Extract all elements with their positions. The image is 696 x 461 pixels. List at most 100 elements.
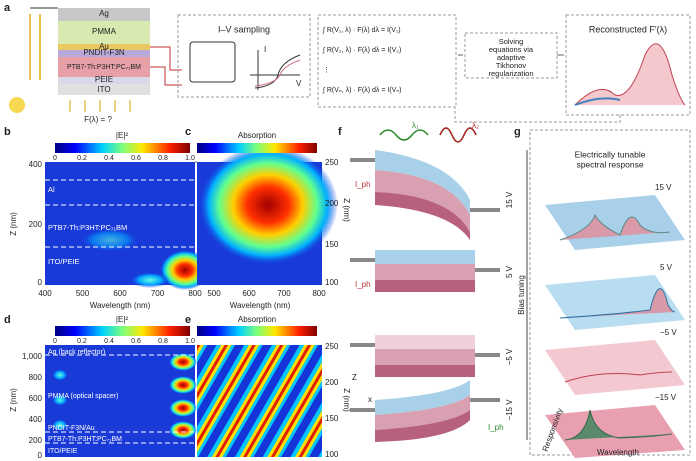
box-text: equations via: [489, 45, 534, 54]
layer-label: PTB7-Th:P3HT:PC₇₁BM: [67, 64, 141, 71]
shape: [52, 394, 68, 406]
x-tick-label: 400: [38, 289, 52, 298]
shape: [58, 77, 150, 84]
y-tick-label: 400: [29, 415, 43, 424]
panel-title: Electrically tunable: [575, 149, 646, 159]
voltage-label: 15 V: [505, 191, 514, 208]
axis-label: Z: [352, 373, 357, 382]
equation: ⋮: [323, 67, 330, 74]
wavelength-label: λ₁: [412, 121, 419, 130]
shape: [58, 57, 150, 77]
shape: [52, 419, 68, 431]
box-text: regularization: [488, 69, 533, 78]
box-title: Reconstructed F′(λ): [589, 24, 667, 34]
shape: [58, 84, 150, 95]
region-label: Ag (back reflector): [48, 349, 105, 356]
colorbar-title: |E|²: [116, 131, 128, 140]
shape: [9, 97, 25, 113]
y-axis-label: Z (nm): [342, 198, 351, 222]
shape: [198, 145, 338, 265]
panel-title: spectral response: [576, 159, 643, 169]
panel-label: d: [4, 314, 11, 326]
region-label: PMMA (optical spacer): [48, 393, 118, 400]
voltage-label: −15 V: [655, 393, 677, 402]
current-label: I_ph: [488, 423, 504, 432]
colorbar-tick: 0: [53, 338, 57, 345]
colorbar-title: |E|²: [116, 315, 128, 324]
layer-label: Au: [99, 42, 109, 51]
shape: [130, 272, 170, 288]
shape: [545, 340, 685, 395]
x-tick-label: 700: [277, 289, 291, 298]
connector: [454, 108, 621, 123]
equation: ∫ R(Vₙ, λ) · F(λ) dλ = I(Vₙ): [322, 87, 401, 94]
x-tick-label: 500: [76, 289, 90, 298]
voltage-label: 5 V: [660, 263, 673, 272]
colorbar-tick: 0.2: [77, 338, 87, 345]
panel-label: f: [338, 126, 342, 138]
shape: [439, 127, 477, 143]
shape: [375, 150, 470, 215]
shape: [375, 335, 475, 349]
panel-label: b: [4, 126, 11, 138]
reconstructed-curve: [574, 97, 621, 106]
colorbar-tick: 0.6: [131, 338, 141, 345]
x-axis-label: Wavelength (nm): [230, 301, 291, 310]
question: F(λ) = ?: [84, 115, 112, 124]
shape: [169, 376, 197, 394]
y-tick-label: 0: [38, 451, 43, 460]
y-tick-label: 100: [325, 450, 339, 459]
x-tick-label: 600: [242, 289, 256, 298]
colorbar-title: Absorption: [238, 315, 276, 324]
y-tick-label: 100: [325, 278, 339, 287]
shape: [52, 369, 68, 381]
colorbar: [197, 326, 317, 336]
y-axis-label: Z (nm): [9, 388, 18, 412]
x-tick-label: 500: [207, 289, 221, 298]
y-tick-label: 250: [325, 158, 339, 167]
colorbar-tick: 1.0: [185, 338, 195, 345]
current-label: I_ph: [355, 280, 371, 289]
shape: [564, 371, 673, 383]
device-stack: [9, 7, 182, 113]
shape: [545, 405, 685, 458]
y-axis-label: Z (nm): [342, 388, 351, 412]
shape: [58, 8, 150, 21]
colorbar-tick: 0: [53, 155, 57, 162]
x-tick-label: 800: [312, 289, 326, 298]
colorbar: [197, 143, 317, 153]
solve-box: [464, 32, 558, 79]
layer-label: ITO: [97, 85, 110, 94]
box-text: Solving: [499, 37, 524, 46]
region-label: ITO/PEIE: [48, 448, 78, 455]
axis-label: V: [296, 79, 302, 88]
shape: [58, 44, 150, 50]
bias-label: Bias tuning: [517, 275, 526, 315]
shape: [29, 14, 41, 80]
heatmap: [195, 145, 338, 285]
shape: [545, 195, 685, 250]
colorbar: [55, 143, 190, 153]
y-tick-label: 600: [29, 394, 43, 403]
region-label: ITO/PEIE: [48, 257, 80, 266]
voltage-label: 15 V: [655, 183, 672, 192]
region-label: PNDIT-F3N/Au: [48, 425, 95, 432]
response-planes: [545, 195, 685, 458]
band-diagrams: [350, 127, 528, 442]
y-tick-label: 200: [325, 199, 339, 208]
shape: [375, 170, 470, 232]
voltage-label: −15 V: [505, 399, 514, 421]
equation: ∫ R(V₂, λ) · F(λ) dλ = I(V₂): [322, 47, 401, 54]
shape: [375, 280, 475, 292]
shape: [169, 399, 197, 417]
y-tick-label: 800: [29, 373, 43, 382]
colorbar-tick: 0.8: [158, 155, 168, 162]
box-title: I–V sampling: [218, 24, 270, 34]
y-tick-label: 200: [29, 436, 43, 445]
y-tick-label: 150: [325, 414, 339, 423]
box-text: Tikhonov: [496, 61, 526, 70]
y-tick-label: 200: [29, 220, 43, 229]
shape: [375, 192, 470, 240]
axis-label: I: [264, 45, 266, 54]
colorbar-title: Absorption: [238, 131, 276, 140]
